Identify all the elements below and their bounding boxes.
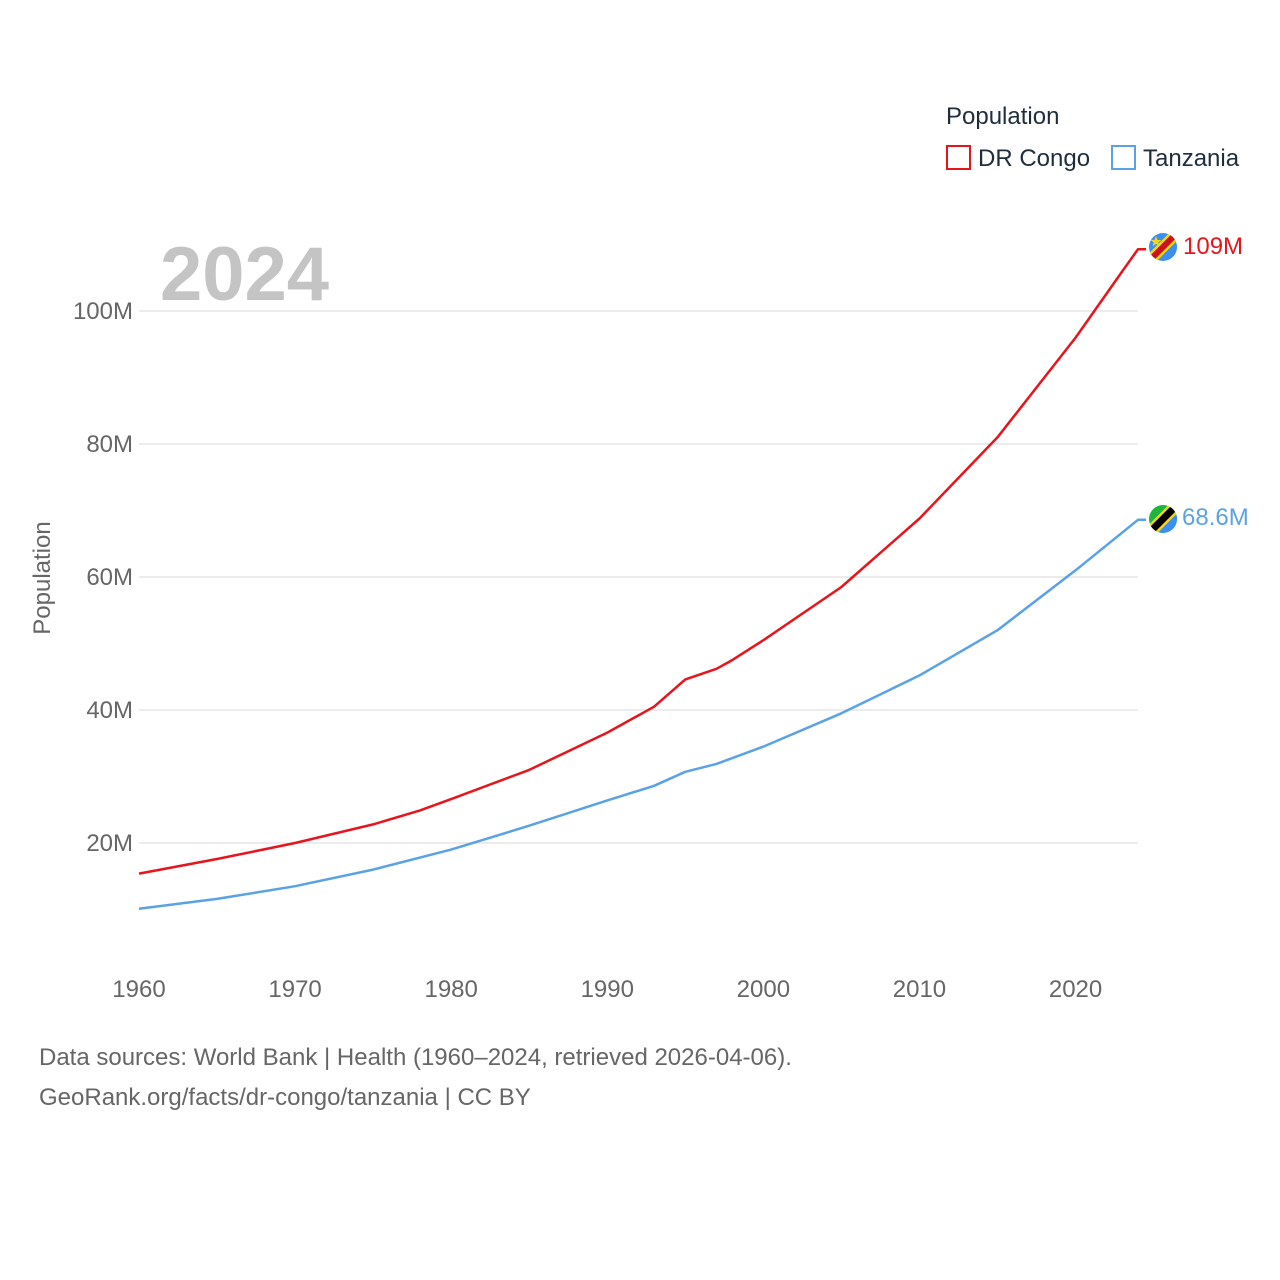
end-label-dr-congo: 109M <box>1183 233 1243 260</box>
y-tick-label: 60M <box>86 564 133 591</box>
gridlines <box>139 310 1138 844</box>
y-tick-label: 100M <box>73 298 133 325</box>
x-tick-label: 1990 <box>581 976 634 1003</box>
y-tick-label: 80M <box>86 431 133 458</box>
legend-label-tanzania: Tanzania <box>1143 145 1240 172</box>
x-tick-label: 1980 <box>424 976 477 1003</box>
x-tick-label: 1960 <box>112 976 165 1003</box>
end-label-tanzania: 68.6M <box>1182 504 1249 531</box>
data-sources-note: Data sources: World Bank | Health (1960–… <box>39 1044 792 1071</box>
dr-congo-flag-icon <box>1149 233 1177 261</box>
legend-swatch-tanzania <box>1111 145 1136 170</box>
series-line-tanzania[interactable] <box>138 518 1146 911</box>
series-lines <box>138 247 1146 911</box>
tanzania-flag-icon <box>1149 505 1177 533</box>
x-axis-ticks: 1960 1970 1980 1990 2000 2010 2020 <box>112 976 1102 1003</box>
population-line-chart: 20M 40M 60M 80M 100M 1960 1970 1980 1990 2000 201… <box>29 103 1249 1003</box>
legend: Population DR Congo Tanzania <box>946 103 1240 172</box>
series-line-dr-congo[interactable] <box>138 247 1146 875</box>
legend-title: Population <box>946 103 1059 130</box>
credit-link[interactable]: GeoRank.org/facts/dr-congo/tanzania | CC… <box>39 1084 531 1111</box>
legend-swatch-dr-congo <box>946 145 971 170</box>
x-tick-label: 2000 <box>737 976 790 1003</box>
x-tick-label: 2010 <box>893 976 946 1003</box>
year-label: 2024 <box>160 232 329 317</box>
legend-label-dr-congo: DR Congo <box>978 145 1090 172</box>
y-axis-title: Population <box>29 521 56 634</box>
x-tick-label: 1970 <box>268 976 321 1003</box>
y-axis-ticks: 20M 40M 60M 80M 100M <box>73 298 133 857</box>
legend-item-dr-congo[interactable]: DR Congo <box>946 145 1090 172</box>
y-tick-label: 20M <box>86 830 133 857</box>
y-tick-label: 40M <box>86 697 133 724</box>
legend-item-tanzania[interactable]: Tanzania <box>1111 145 1240 172</box>
x-tick-label: 2020 <box>1049 976 1102 1003</box>
